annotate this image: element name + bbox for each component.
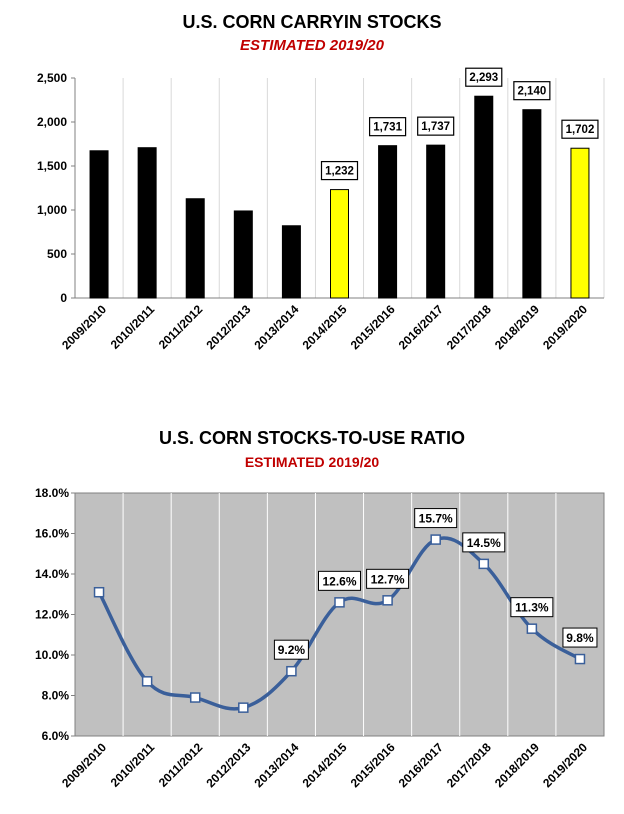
y-tick-label: 2,500 bbox=[37, 71, 67, 85]
data-point bbox=[334, 597, 345, 608]
bar bbox=[330, 189, 349, 299]
data-label: 12.7% bbox=[371, 572, 405, 586]
bar-chart-svg: 0 500 1,000 1,500 2,000 2,500 2009/20102010/20… bbox=[37, 67, 605, 352]
x-tick-label: 2011/2012 bbox=[156, 302, 206, 352]
y-tick-label: 10.0% bbox=[35, 648, 69, 662]
x-tick-label: 2013/2014 bbox=[252, 740, 302, 790]
x-tick-label: 2017/2018 bbox=[444, 740, 494, 790]
x-tick-label: 2009/2010 bbox=[59, 740, 109, 790]
data-label: 12.6% bbox=[322, 574, 356, 588]
x-tick-label: 2010/2011 bbox=[108, 740, 158, 790]
data-label-box bbox=[318, 570, 361, 591]
data-label: 2,140 bbox=[517, 86, 546, 98]
data-point bbox=[430, 534, 441, 545]
y-tick-label: 16.0% bbox=[35, 527, 69, 541]
bar bbox=[185, 198, 205, 299]
data-point bbox=[93, 586, 105, 598]
data-label-box bbox=[366, 568, 410, 589]
x-tick-label: 2019/2020 bbox=[540, 302, 590, 352]
y-tick-label: 18.0% bbox=[35, 486, 69, 500]
chart-subtitle: ESTIMATED 2019/20 bbox=[240, 37, 384, 54]
data-point bbox=[478, 558, 490, 570]
data-label: 15.7% bbox=[419, 512, 453, 526]
stocks-to-use-chart: U.S. CORN STOCKS-TO-USE RATIO ESTIMATED … bbox=[0, 420, 624, 814]
y-tick-label: 8.0% bbox=[42, 689, 70, 703]
data-label: 1,737 bbox=[421, 121, 450, 133]
x-tick-label: 2016/2017 bbox=[396, 740, 446, 790]
x-tick-label: 2018/2019 bbox=[492, 302, 542, 352]
chart-title: U.S. CORN STOCKS-TO-USE RATIO bbox=[158, 428, 466, 448]
data-label-box bbox=[510, 597, 554, 618]
data-label-box bbox=[417, 116, 455, 136]
chart-title: U.S. CORN CARRYIN STOCKS bbox=[182, 12, 442, 32]
carryin-stocks-chart: U.S. CORN CARRYIN STOCKS ESTIMATED 2019/… bbox=[0, 0, 624, 380]
x-tick-label: 2011/2012 bbox=[156, 740, 206, 790]
line-chart-svg: 6.0% 8.0% 10.0% 12.0% 14.0% 16.0% 18.0% 9.2% 12.… bbox=[35, 486, 605, 790]
data-label-box bbox=[465, 67, 503, 87]
bar bbox=[233, 210, 253, 299]
y-tick-label: 1,500 bbox=[37, 159, 67, 173]
data-label: 11.3% bbox=[515, 601, 549, 615]
x-tick-label: 2014/2015 bbox=[300, 302, 350, 352]
x-tick-label: 2015/2016 bbox=[348, 302, 398, 352]
bar bbox=[522, 109, 542, 299]
x-tick-label: 2015/2016 bbox=[348, 740, 398, 790]
data-label: 1,232 bbox=[325, 166, 354, 178]
data-point bbox=[526, 623, 538, 634]
bar bbox=[281, 225, 301, 299]
data-label-box bbox=[273, 639, 309, 660]
x-tick-label: 2012/2013 bbox=[203, 302, 253, 352]
data-point bbox=[189, 692, 201, 703]
x-tick-label: 2013/2014 bbox=[252, 302, 302, 352]
data-label-box bbox=[368, 117, 407, 137]
data-label-box bbox=[320, 160, 359, 181]
x-tick-label: 2017/2018 bbox=[444, 302, 494, 352]
x-tick-label: 2014/2015 bbox=[300, 740, 350, 790]
bar bbox=[89, 150, 109, 299]
bar bbox=[426, 144, 446, 299]
data-point bbox=[238, 702, 249, 713]
data-label: 2,293 bbox=[469, 72, 498, 84]
x-tick-label: 2019/2020 bbox=[540, 740, 590, 790]
data-label-box bbox=[561, 119, 599, 139]
y-tick-label: 0 bbox=[60, 291, 67, 305]
bar bbox=[570, 147, 590, 299]
y-tick-label: 500 bbox=[47, 247, 67, 261]
data-point bbox=[382, 595, 393, 606]
bar bbox=[137, 147, 157, 299]
data-label: 1,731 bbox=[373, 122, 402, 134]
data-label-box bbox=[462, 532, 506, 553]
data-point bbox=[286, 665, 297, 677]
y-tick-label: 2,000 bbox=[37, 115, 67, 129]
y-tick-label: 14.0% bbox=[35, 567, 69, 581]
data-label: 14.5% bbox=[467, 536, 501, 550]
x-tick-label: 2018/2019 bbox=[492, 740, 542, 790]
x-tick-label: 2009/2010 bbox=[59, 302, 109, 352]
y-tick-label: 6.0% bbox=[42, 729, 70, 743]
data-label-box bbox=[414, 508, 458, 529]
data-point bbox=[574, 653, 586, 665]
data-point bbox=[141, 676, 153, 687]
x-tick-label: 2012/2013 bbox=[203, 740, 253, 790]
chart-subtitle: ESTIMATED 2019/20 bbox=[244, 454, 380, 470]
data-label: 9.8% bbox=[566, 631, 594, 645]
y-tick-label: 1,000 bbox=[37, 203, 67, 217]
data-label-box bbox=[513, 81, 551, 101]
data-label-box bbox=[562, 627, 598, 648]
y-tick-label: 12.0% bbox=[35, 608, 69, 622]
x-tick-label: 2010/2011 bbox=[108, 302, 158, 352]
bar bbox=[378, 145, 398, 299]
data-label: 9.2% bbox=[278, 643, 306, 657]
bar bbox=[474, 95, 494, 299]
x-tick-label: 2016/2017 bbox=[396, 302, 446, 352]
data-label: 1,702 bbox=[566, 124, 595, 136]
